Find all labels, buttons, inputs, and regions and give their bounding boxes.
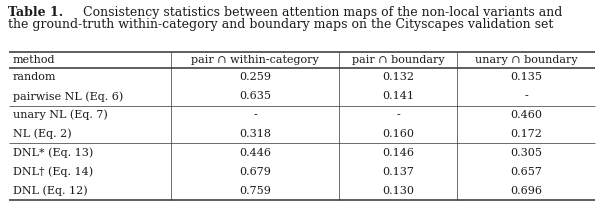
Text: DNL* (Eq. 13): DNL* (Eq. 13)	[13, 147, 93, 158]
Text: 0.318: 0.318	[239, 129, 271, 139]
Text: 0.160: 0.160	[382, 129, 414, 139]
Text: 0.305: 0.305	[510, 148, 542, 158]
Text: 0.135: 0.135	[510, 73, 542, 82]
Text: the ground-truth within-category and boundary maps on the Cityscapes validation : the ground-truth within-category and bou…	[8, 18, 553, 32]
Text: Table 1.: Table 1.	[8, 6, 63, 19]
Text: pair ∩ within-category: pair ∩ within-category	[191, 55, 319, 65]
Text: unary ∩ boundary: unary ∩ boundary	[475, 55, 578, 65]
Text: 0.759: 0.759	[239, 186, 271, 195]
Text: random: random	[13, 73, 56, 82]
Text: unary NL (Eq. 7): unary NL (Eq. 7)	[13, 110, 108, 121]
Text: 0.679: 0.679	[239, 167, 271, 177]
Text: NL (Eq. 2): NL (Eq. 2)	[13, 129, 71, 139]
Text: DNL† (Eq. 14): DNL† (Eq. 14)	[13, 166, 93, 177]
Text: 0.259: 0.259	[239, 73, 271, 82]
Text: -: -	[253, 110, 257, 120]
Text: 0.137: 0.137	[382, 167, 414, 177]
Text: DNL (Eq. 12): DNL (Eq. 12)	[13, 185, 88, 196]
Text: 0.141: 0.141	[382, 91, 414, 101]
Text: Consistency statistics between attention maps of the non-local variants and: Consistency statistics between attention…	[79, 6, 563, 19]
Text: -: -	[524, 91, 528, 101]
Text: pairwise NL (Eq. 6): pairwise NL (Eq. 6)	[13, 91, 123, 102]
Text: 0.146: 0.146	[382, 148, 414, 158]
Text: 0.446: 0.446	[239, 148, 271, 158]
Text: 0.635: 0.635	[239, 91, 271, 101]
Text: 0.132: 0.132	[382, 73, 414, 82]
Text: method: method	[13, 55, 56, 65]
Text: pair ∩ boundary: pair ∩ boundary	[352, 55, 445, 65]
Text: 0.657: 0.657	[510, 167, 542, 177]
Text: 0.172: 0.172	[510, 129, 542, 139]
Text: 0.460: 0.460	[510, 110, 542, 120]
Text: -: -	[396, 110, 400, 120]
Text: 0.696: 0.696	[510, 186, 542, 195]
Text: 0.130: 0.130	[382, 186, 414, 195]
